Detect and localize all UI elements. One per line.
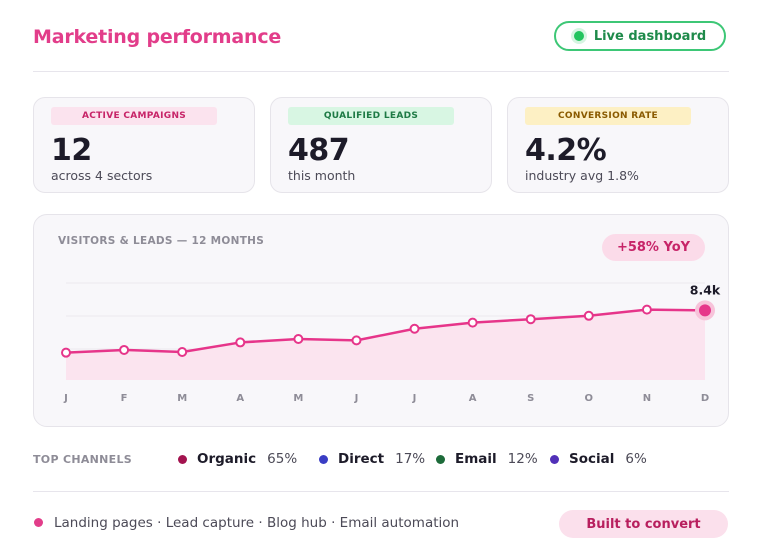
chart-x-tick-label: A [236, 393, 244, 404]
channel-name: Organic [197, 451, 257, 467]
chart-x-tick-label: M [177, 393, 187, 404]
email-dot-icon [436, 454, 445, 464]
channel-direct: Direct 17% [319, 451, 425, 467]
organic-dot-icon [178, 454, 187, 464]
social-dot-icon [550, 454, 559, 464]
chart-data-point [61, 347, 71, 358]
chart-area-fill [66, 309, 705, 380]
kpi-card-active-campaigns: ACTIVE CAMPAIGNS 12 across 4 sectors [33, 97, 255, 193]
header-divider [33, 71, 729, 72]
kpi-value: 487 [288, 133, 350, 168]
chart-title: VISITORS & LEADS — 12 MONTHS [58, 235, 265, 247]
footer-bullet-icon [34, 518, 43, 527]
direct-dot-icon [319, 454, 328, 464]
channel-social: Social 6% [550, 451, 647, 467]
channel-email: Email 12% [436, 451, 538, 467]
chart-end-value-label: 8.4k [690, 282, 721, 297]
page-title: Marketing performance [33, 26, 282, 48]
channel-percent: 65% [267, 451, 298, 467]
built-to-convert-button[interactable]: Built to convert [559, 510, 728, 538]
chart-x-tick-label: J [354, 393, 359, 404]
chart-x-tick-label: D [701, 393, 709, 404]
chart-x-tick-label: A [469, 393, 477, 404]
kpi-label: ACTIVE CAMPAIGNS [51, 107, 217, 125]
kpi-subtext: industry avg 1.8% [525, 168, 639, 183]
chart-data-point [467, 317, 478, 328]
live-dashboard-label: Live dashboard [593, 28, 707, 44]
kpi-subtext: across 4 sectors [51, 168, 153, 183]
chart-x-tick-label: J [63, 393, 68, 404]
yoy-badge: +58% YoY [602, 234, 705, 261]
chart-series-line [65, 308, 706, 354]
chart-data-point [699, 304, 711, 317]
channel-percent: 12% [507, 451, 538, 467]
chart-data-point [177, 346, 188, 357]
top-channels-label: TOP CHANNELS [33, 453, 132, 466]
channel-name: Direct [338, 451, 385, 467]
chart-x-tick-label: F [121, 393, 128, 404]
live-dashboard-button[interactable]: Live dashboard [554, 21, 726, 51]
chart-x-tick-label: M [293, 393, 303, 404]
visitors-leads-chart: 8.4k J F M A M J J A S O N D [61, 282, 721, 404]
chart-x-tick-label: N [643, 393, 651, 404]
kpi-label: CONVERSION RATE [525, 107, 691, 125]
chart-data-point [583, 310, 594, 321]
kpi-subtext: this month [288, 168, 356, 183]
kpi-card-conversion-rate: CONVERSION RATE 4.2% industry avg 1.8% [507, 97, 729, 193]
chart-x-tick-label: J [412, 393, 417, 404]
chart-data-point [525, 314, 536, 325]
kpi-card-qualified-leads: QUALIFIED LEADS 487 this month [270, 97, 492, 193]
channel-name: Email [455, 451, 497, 467]
footer-divider [33, 491, 729, 492]
chart-data-point [235, 337, 246, 348]
channel-percent: 6% [625, 451, 647, 467]
chart-data-point [351, 335, 362, 346]
chart-x-tick-label: O [585, 393, 594, 404]
chart-data-point [641, 304, 652, 315]
chart-data-point [409, 323, 420, 334]
kpi-label: QUALIFIED LEADS [288, 107, 454, 125]
chart-x-tick-label: S [527, 393, 534, 404]
chart-data-point [293, 334, 304, 345]
visitors-leads-chart-card: VISITORS & LEADS — 12 MONTHS +58% YoY 8.… [33, 214, 729, 427]
footer-features: Landing pages · Lead capture · Blog hub … [54, 515, 460, 531]
channel-name: Social [569, 451, 615, 467]
live-status-dot-icon [573, 31, 584, 41]
chart-data-point [119, 344, 130, 355]
channel-percent: 17% [395, 451, 426, 467]
kpi-value: 12 [51, 133, 92, 168]
kpi-value: 4.2% [525, 133, 607, 168]
channel-organic: Organic 65% [178, 451, 297, 467]
